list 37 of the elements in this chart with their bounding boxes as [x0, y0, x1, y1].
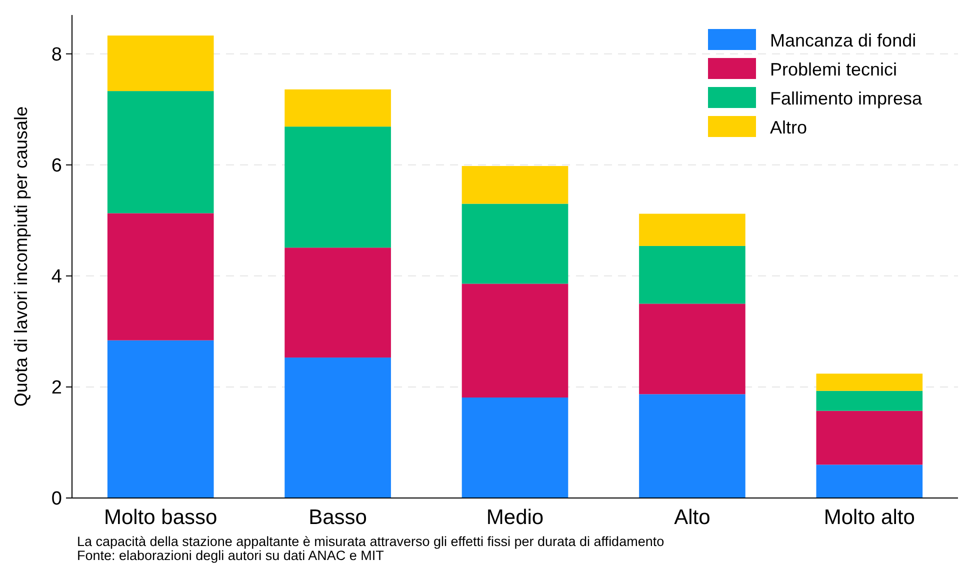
source-note: Fonte: elaborazioni degli autori su dati ANAC e MIT [77, 548, 384, 563]
x-tick-label: Molto basso [104, 506, 218, 529]
bar [107, 91, 214, 214]
x-tick-label: Molto alto [824, 506, 915, 529]
bar [816, 464, 923, 498]
bar [284, 89, 391, 127]
bar [107, 340, 214, 498]
x-tick-label: Basso [308, 506, 367, 529]
bar [284, 358, 391, 498]
bar [462, 284, 568, 398]
legend-label: Altro [770, 117, 808, 138]
bar [107, 36, 214, 92]
bar [462, 166, 568, 204]
legend-label: Mancanza di fondi [770, 30, 916, 50]
bar [639, 304, 746, 394]
legend-label: Fallimento impresa [770, 88, 924, 108]
bar [816, 390, 923, 411]
x-tick-label: Alto [674, 506, 710, 529]
text: La capacità della stazione appaltante è misurata attraverso gli effetti fissi per durata di affidamento [77, 534, 664, 549]
bar [462, 398, 568, 498]
y-axis-title: Quota di lavori incompiuti per causale [11, 106, 31, 407]
y-tick-label: 4 [51, 266, 62, 288]
bar [816, 410, 923, 465]
bar [816, 374, 923, 391]
bar [107, 213, 214, 340]
bar [284, 126, 391, 248]
bar [639, 246, 746, 304]
bar [639, 394, 746, 498]
y-tick-label: 2 [51, 378, 62, 399]
bar [284, 248, 391, 358]
y-tick-label: 0 [51, 488, 62, 510]
y-tick-label: 6 [51, 156, 62, 177]
y-tick-label: 8 [51, 44, 62, 66]
bar [462, 204, 568, 284]
legend-label: Problemi tecnici [770, 59, 898, 80]
bar [639, 214, 746, 246]
x-tick-label: Medio [486, 506, 544, 529]
